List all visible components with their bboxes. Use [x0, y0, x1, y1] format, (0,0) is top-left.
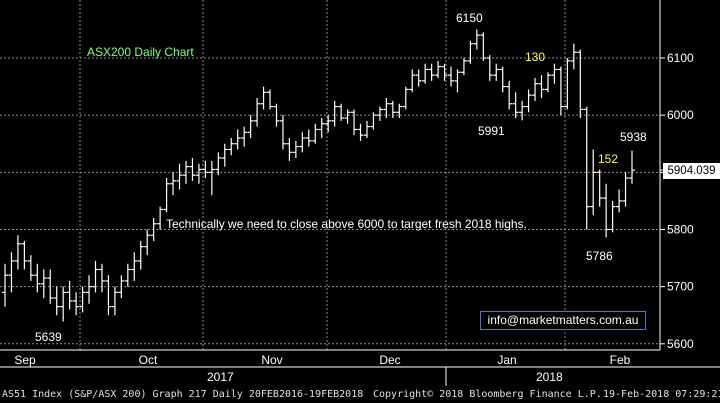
- annotation-low-sep: 5639: [35, 330, 62, 344]
- footer-copyright: Copyright© 2018 Bloomberg Finance L.P.: [373, 389, 602, 400]
- annotation-yellow-152: 152: [598, 152, 618, 166]
- footer-source: AS51 Index (S&P/ASX 200) Graph 217 Daily…: [2, 389, 364, 400]
- annotation-peak: 6150: [456, 11, 483, 25]
- y-tick-label: 5600: [667, 337, 694, 351]
- x-tick-label-feb: Feb: [610, 353, 631, 367]
- bloomberg-footer: AS51 Index (S&P/ASX 200) Graph 217 Daily…: [0, 386, 720, 403]
- year-label-2017: 2017: [207, 370, 234, 384]
- chart-title: ASX200 Daily Chart: [87, 45, 194, 59]
- x-tick-label-sep: Sep: [14, 353, 36, 367]
- footer-timestamp: 19-Feb-2018 07:29:21: [603, 389, 720, 400]
- y-tick-label: 6000: [667, 108, 694, 122]
- chart-commentary: Technically we need to close above 6000 …: [166, 217, 527, 231]
- y-tick-label: 5800: [667, 222, 694, 236]
- current-price-tag: 5904.039: [663, 163, 720, 179]
- annotation-yellow-130: 130: [525, 50, 545, 64]
- y-tick-label: 6100: [667, 51, 694, 65]
- y-tick-label: 5700: [667, 280, 694, 294]
- annotation-peak-feb: 5938: [620, 130, 647, 144]
- year-label-2018: 2018: [536, 370, 563, 384]
- annotation-low-jan: 5991: [478, 124, 505, 138]
- contact-email[interactable]: info@marketmatters.com.au: [480, 311, 646, 330]
- annotation-low-feb: 5786: [586, 249, 613, 263]
- x-tick-label-dec: Dec: [379, 353, 400, 367]
- x-tick-label-nov: Nov: [261, 353, 282, 367]
- x-tick-label-jan: Jan: [497, 353, 516, 367]
- x-tick-label-oct: Oct: [139, 353, 158, 367]
